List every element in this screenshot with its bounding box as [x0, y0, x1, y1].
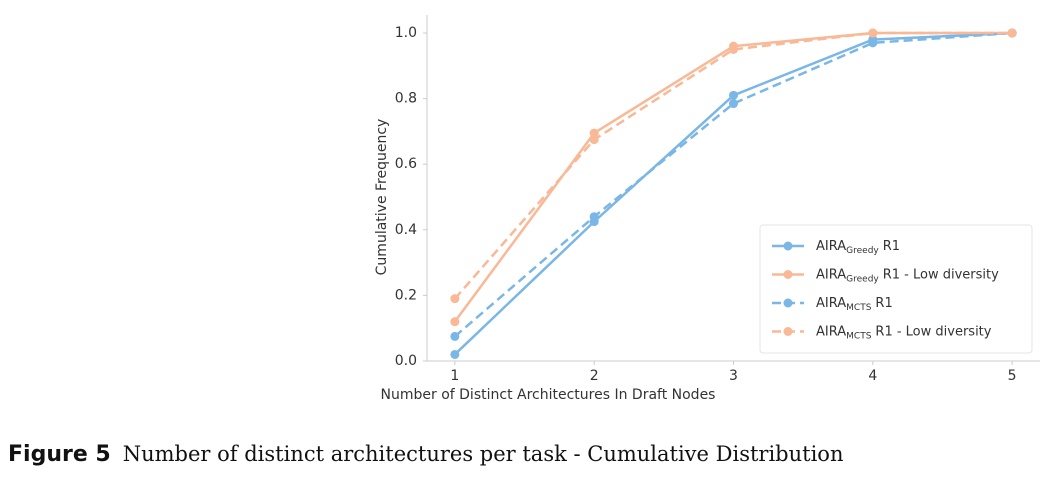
legend-suffix: R1	[883, 239, 900, 254]
legend-name: AIRA	[816, 239, 846, 254]
series-line	[453, 31, 1013, 300]
point	[868, 28, 878, 38]
point	[729, 44, 738, 54]
legend-subscript: Greedy	[846, 274, 879, 284]
legend-subscript: MCTS	[846, 303, 872, 313]
legend-marker	[783, 298, 793, 308]
legend-marker	[783, 241, 793, 251]
y-axis-label: Cumulative Frequency	[374, 119, 390, 276]
legend-suffix: R1	[875, 296, 892, 311]
legend-marker	[783, 270, 793, 279]
legend-label: AIRAGreedy R1	[816, 239, 900, 256]
point	[729, 90, 738, 100]
legend-label: AIRAMCTS R1 - Low diversity	[816, 324, 992, 341]
point	[450, 294, 460, 304]
legend-label: AIRAGreedy R1 - Low diversity	[816, 267, 999, 284]
point	[1007, 28, 1017, 38]
point	[450, 349, 460, 359]
caption-text: Number of distinct architectures per tas…	[123, 442, 844, 466]
x-tick-label: 5	[1008, 368, 1017, 384]
x-axis-label: Number of Distinct Architectures In Draf…	[381, 387, 716, 403]
point	[589, 128, 599, 138]
legend-name: AIRA	[816, 324, 846, 339]
legend-subscript: MCTS	[846, 331, 872, 341]
y-tick-label: 0.6	[395, 156, 417, 172]
point	[450, 331, 460, 341]
legend-label: AIRAMCTS R1	[816, 296, 893, 313]
y-tick-label: 0.4	[395, 222, 417, 238]
point	[589, 212, 599, 222]
y-tick-label: 0.2	[395, 287, 417, 303]
point	[868, 38, 878, 48]
caption: Figure 5 Number of distinct architectures…	[8, 442, 843, 468]
legend-marker	[783, 327, 793, 336]
caption-label: Figure 5	[8, 442, 111, 467]
legend-subscript: Greedy	[846, 246, 879, 256]
legend-suffix: R1 - Low diversity	[875, 324, 991, 339]
point	[729, 99, 738, 109]
legend-suffix: R1 - Low diversity	[883, 267, 999, 282]
x-tick-label: 2	[590, 368, 599, 384]
x-tick-label: 1	[450, 368, 459, 384]
y-tick-label: 0.0	[395, 353, 417, 369]
series-line	[454, 31, 1013, 338]
x-tick-label: 3	[729, 368, 738, 384]
legend-name: AIRA	[816, 296, 846, 311]
legend-name: AIRA	[816, 267, 846, 282]
legend-box	[759, 224, 1033, 354]
y-tick-label: 1.0	[395, 25, 417, 41]
point	[450, 317, 460, 327]
x-tick-label: 4	[868, 368, 877, 384]
point	[589, 135, 599, 145]
y-tick-label: 0.8	[395, 91, 417, 107]
